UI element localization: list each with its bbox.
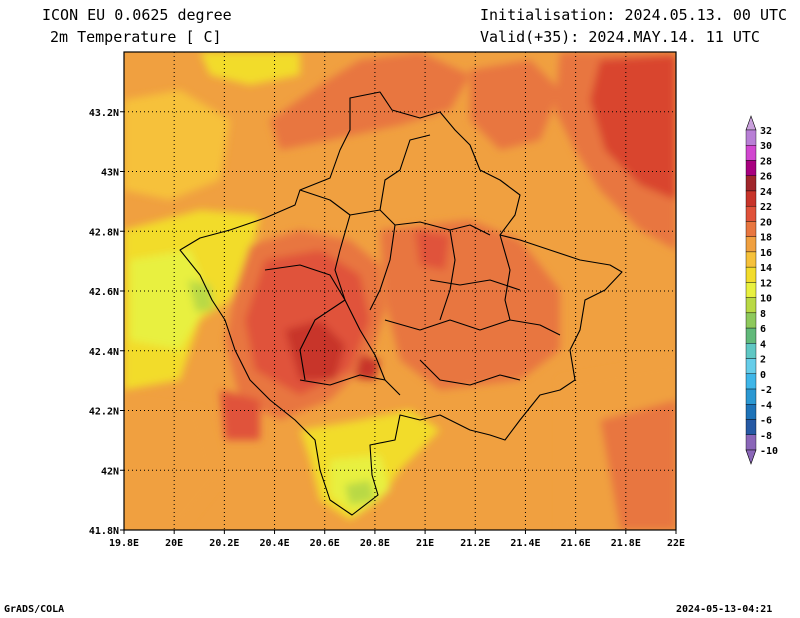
colorbar-swatch [745,205,757,222]
colorbar-swatch [745,145,757,161]
lon-tick-label: 22E [667,538,685,549]
software-credit: GrADS/COLA [4,604,65,615]
colorbar-swatch [745,404,757,420]
lon-tick-label: 19.8E [109,538,139,549]
lat-tick-label: 42.6N [89,287,119,298]
colorbar-label: 12 [760,278,772,289]
colorbar-label: 8 [760,309,766,320]
colorbar-label: 4 [760,339,766,350]
colorbar-label: 6 [760,324,766,335]
init-time: Initialisation: 2024.05.13. 00 UTC [480,6,788,24]
colorbar-swatch [745,190,757,207]
lat-tick-label: 43.2N [89,108,119,119]
colorbar-label: 14 [760,263,772,274]
colorbar-swatch [745,160,757,176]
lon-tick-label: 20E [165,538,183,549]
colorbar-swatch [745,175,757,192]
colorbar-swatch [745,297,757,314]
colorbar-swatch [745,221,757,237]
longitude-labels: 19.8E 20E 20.2E 20.4E 20.6E 20.8E 21E 21.2E 21.4… [109,538,685,549]
lat-tick-label: 41.8N [89,526,119,537]
lat-tick-label: 42.4N [89,347,119,358]
colorbar-swatch [745,236,757,253]
lon-tick-label: 21.6E [561,538,591,549]
colorbar-swatch [745,327,757,344]
colorbar-top-arrow [745,115,757,131]
colorbar-swatch [745,358,757,375]
colorbar-label: 28 [760,156,772,167]
colorbar-swatch [745,129,757,146]
colorbar-label: -2 [760,385,772,396]
colorbar-label: 16 [760,248,772,259]
lon-tick-label: 20.2E [209,538,239,549]
colorbar-swatch [745,312,757,329]
colorbar-swatch [745,434,757,451]
generation-timestamp: 2024-05-13-04:21 [676,604,773,615]
colorbar-label: 2 [760,355,766,366]
lat-tick-label: 42.8N [89,227,119,238]
colorbar-label: 26 [760,172,772,183]
colorbar-label: 22 [760,202,772,213]
colorbar-swatch [745,388,757,405]
lon-tick-label: 21E [416,538,434,549]
latitude-labels: 41.8N 42N 42.2N 42.4N 42.6N 42.8N 43N 43.2N [89,108,119,537]
colorbar-swatch [745,419,757,435]
colorbar-label: 18 [760,233,772,244]
lat-tick-label: 42.2N [89,407,119,418]
colorbar-label: 10 [760,294,772,305]
colorbar-swatch [745,373,757,390]
lon-tick-label: 21.8E [611,538,641,549]
valid-time: Valid(+35): 2024.MAY.14. 11 UTC [480,28,760,46]
colorbar-swatch [745,266,757,283]
colorbar-bottom-arrow [745,449,757,465]
colorbar-label: -6 [760,416,772,427]
lat-tick-label: 43N [101,168,119,179]
border-lines [179,91,623,516]
lat-tick-label: 42N [101,466,119,477]
colorbar-label: -8 [760,431,772,442]
colorbar-label: 20 [760,217,772,228]
lon-tick-label: 20.4E [259,538,289,549]
colorbar-swatch [745,282,757,298]
lon-tick-label: 20.6E [310,538,340,549]
variable-title: 2m Temperature [ C] [50,28,222,46]
colorbar-swatch [745,343,757,359]
colorbar-label: 30 [760,141,772,152]
colorbar-label: 0 [760,370,766,381]
lon-tick-label: 20.8E [360,538,390,549]
lon-tick-label: 21.4E [510,538,540,549]
axis-ticks [120,111,677,534]
colorbar-label: 24 [760,187,772,198]
colorbar-swatch [745,251,757,268]
colorbar-label: -4 [760,400,772,411]
graticule [124,52,676,530]
model-title: ICON EU 0.0625 degree [42,6,232,24]
lon-tick-label: 21.2E [460,538,490,549]
colorbar-label: -10 [760,446,778,457]
colorbar-label: 32 [760,126,772,137]
